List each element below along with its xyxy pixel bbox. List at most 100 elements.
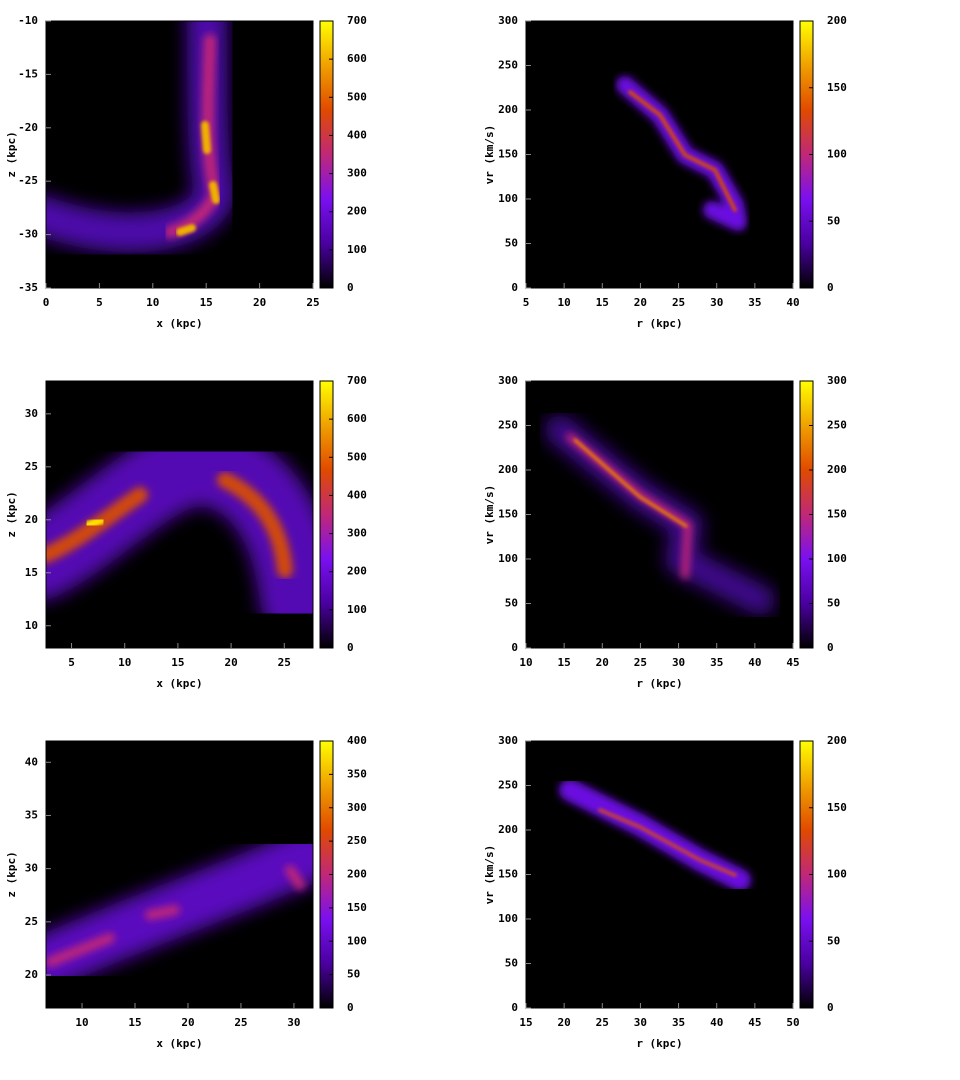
x-tick-label: 25 [306,296,319,309]
x-tick-label: 15 [200,296,213,309]
y-tick-label: 200 [498,463,518,476]
x-tick-label: 25 [672,296,685,309]
y-tick-label: 30 [25,407,38,420]
y-tick-label: -15 [18,67,38,80]
colorbar-tick-label: 400 [347,128,367,141]
x-tick-label: 35 [748,296,761,309]
colorbar-tick-label: 350 [347,767,367,780]
colorbar-tick-label: 250 [827,419,847,432]
x-tick-label: 20 [181,1016,194,1029]
y-tick-label: 250 [498,779,518,792]
y-tick-label: 150 [498,148,518,161]
y-tick-label: -25 [18,174,38,187]
y-tick-label: 0 [511,641,518,654]
x-tick-label: 5 [68,656,75,669]
x-tick-label: 30 [672,656,685,669]
y-tick-label: 300 [498,14,518,27]
colorbar-tick-label: 0 [827,1001,834,1014]
plot-frame [45,740,314,1009]
colorbar-tick-label: 100 [827,552,847,565]
y-tick-label: -35 [18,281,38,294]
colorbar-tick-label: 200 [827,734,847,747]
colorbar-tick-label: 150 [347,901,367,914]
colorbar-tick-label: 50 [827,214,840,227]
colorbar-tick-label: 300 [347,801,367,814]
y-tick-label: -10 [18,14,38,27]
y-tick-label: 300 [498,734,518,747]
x-tick-label: 45 [786,656,799,669]
x-tick-label: 5 [523,296,530,309]
x-tick-label: 10 [75,1016,88,1029]
x-tick-label: 30 [287,1016,300,1029]
y-axis-label: z (kpc) [5,491,18,537]
y-tick-label: 150 [498,508,518,521]
y-tick-label: 100 [498,552,518,565]
x-tick-label: 10 [558,296,571,309]
x-tick-label: 15 [596,296,609,309]
y-tick-label: 0 [511,281,518,294]
colorbar-tick-label: 0 [347,641,354,654]
y-tick-label: -30 [18,228,38,241]
y-tick-label: 15 [25,566,38,579]
colorbar-tick-label: 50 [827,597,840,610]
density-image [559,779,751,891]
x-tick-label: 30 [710,296,723,309]
density-image [545,415,775,615]
y-axis-label: vr (km/s) [483,845,496,905]
x-axis-label: x (kpc) [156,1037,202,1050]
x-tick-label: 15 [558,656,571,669]
x-axis-label: r (kpc) [636,317,682,330]
x-tick-label: 40 [710,1016,723,1029]
y-tick-label: 35 [25,808,38,821]
y-tick-label: 25 [25,460,38,473]
x-tick-label: 15 [519,1016,532,1029]
y-tick-label: 250 [498,59,518,72]
x-tick-label: 20 [224,656,237,669]
x-tick-label: 10 [118,656,131,669]
colorbar-tick-label: 200 [347,205,367,218]
y-axis-label: z (kpc) [5,131,18,177]
x-axis-label: x (kpc) [156,317,202,330]
colorbar [319,20,334,289]
colorbar-tick-label: 600 [347,52,367,65]
colorbar-tick-label: 100 [827,148,847,161]
colorbar [319,380,334,649]
plot-background [526,21,793,288]
y-axis-label: vr (km/s) [483,485,496,545]
colorbar-tick-label: 400 [347,734,367,747]
density-image [46,21,235,253]
x-tick-label: 50 [786,1016,799,1029]
x-tick-label: 25 [634,656,647,669]
colorbar-tick-label: 100 [827,868,847,881]
density-image [46,425,313,640]
colorbar-tick-label: 200 [347,868,367,881]
colorbar-tick-label: 600 [347,412,367,425]
y-tick-label: 300 [498,374,518,387]
colorbar-tick-label: 100 [347,934,367,947]
colorbar-tick-label: 250 [347,834,367,847]
x-axis-label: r (kpc) [636,677,682,690]
x-tick-label: 40 [748,656,761,669]
y-tick-label: 100 [498,912,518,925]
y-tick-label: 50 [505,237,518,250]
y-tick-label: 150 [498,868,518,881]
plot-frame [45,380,314,649]
colorbar-tick-label: 150 [827,801,847,814]
colorbar-tick-label: 0 [347,281,354,294]
x-tick-label: 35 [672,1016,685,1029]
colorbar-tick-label: 300 [347,527,367,540]
plot-frame [45,20,314,289]
colorbar-tick-label: 100 [347,603,367,616]
colorbar-tick-label: 50 [347,968,360,981]
colorbar-tick-label: 500 [347,90,367,103]
colorbar-tick-label: 300 [347,167,367,180]
y-tick-label: 20 [25,968,38,981]
y-tick-label: 50 [505,597,518,610]
y-tick-label: 250 [498,419,518,432]
x-tick-label: 0 [43,296,50,309]
x-tick-label: 20 [634,296,647,309]
colorbar-tick-label: 200 [827,463,847,476]
x-tick-label: 40 [786,296,799,309]
y-axis-label: z (kpc) [5,851,18,897]
